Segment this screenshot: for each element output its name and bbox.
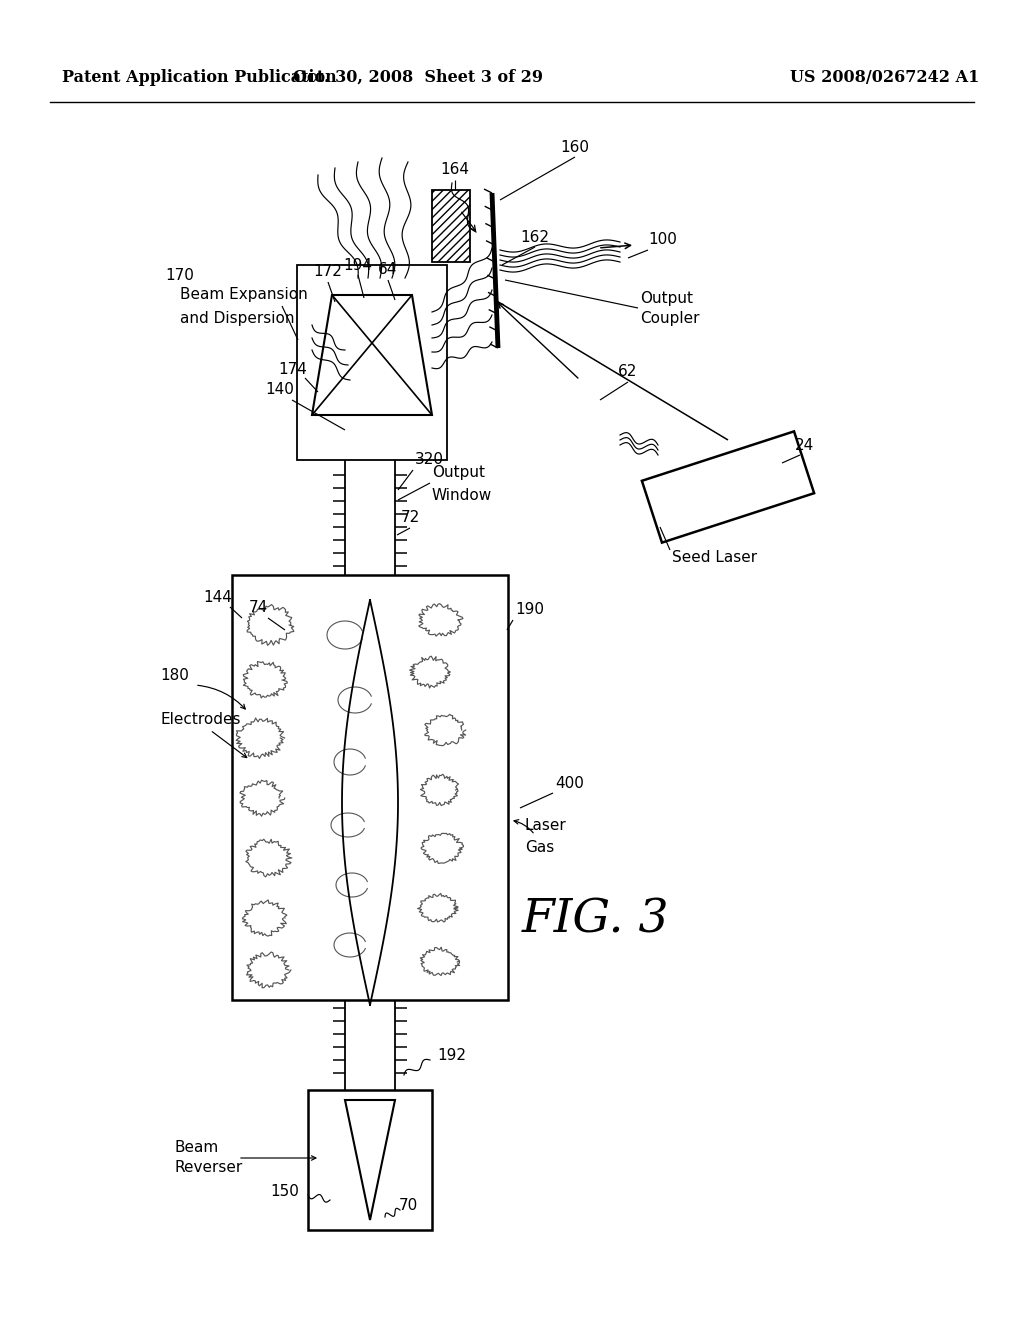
Text: Oct. 30, 2008  Sheet 3 of 29: Oct. 30, 2008 Sheet 3 of 29 [293, 69, 543, 86]
Text: 164: 164 [440, 162, 469, 177]
Text: Laser: Laser [525, 817, 566, 833]
Text: 160: 160 [560, 140, 590, 154]
Text: 400: 400 [555, 776, 584, 791]
Text: 150: 150 [270, 1184, 299, 1200]
Bar [232, 576, 508, 1001]
Text: 70: 70 [398, 1197, 418, 1213]
Text: Output: Output [640, 290, 693, 305]
Text: Beam Expansion: Beam Expansion [180, 288, 308, 302]
Text: 174: 174 [279, 363, 307, 378]
Text: US 2008/0267242 A1: US 2008/0267242 A1 [790, 69, 979, 86]
Text: 100: 100 [648, 232, 677, 248]
Bar [308, 1090, 432, 1230]
Text: 180: 180 [161, 668, 189, 682]
Text: FIG. 3: FIG. 3 [522, 898, 670, 942]
Text: Beam: Beam [175, 1140, 219, 1155]
Text: Window: Window [432, 487, 493, 503]
Text: Output: Output [432, 466, 485, 480]
Text: and Dispersion: and Dispersion [180, 310, 295, 326]
Text: Patent Application Publication: Patent Application Publication [62, 69, 337, 86]
Text: 192: 192 [437, 1048, 466, 1063]
Text: 64: 64 [378, 263, 397, 277]
Text: 72: 72 [400, 511, 420, 525]
Text: 144: 144 [204, 590, 232, 605]
Text: 24: 24 [796, 437, 815, 453]
Bar [297, 265, 447, 459]
Text: Reverser: Reverser [175, 1160, 244, 1176]
Text: Coupler: Coupler [640, 310, 699, 326]
Text: Gas: Gas [525, 840, 554, 854]
Text: 74: 74 [249, 601, 267, 615]
Text: 62: 62 [618, 364, 638, 380]
Text: 194: 194 [343, 257, 373, 272]
Text: 140: 140 [265, 383, 295, 397]
Text: 170: 170 [165, 268, 194, 282]
Text: 190: 190 [515, 602, 544, 618]
Text: 320: 320 [415, 453, 444, 467]
Bar [432, 190, 470, 261]
Text: Seed Laser: Seed Laser [672, 550, 757, 565]
Text: 172: 172 [313, 264, 342, 280]
Text: 162: 162 [520, 230, 550, 244]
Text: Electrodes: Electrodes [160, 713, 241, 727]
